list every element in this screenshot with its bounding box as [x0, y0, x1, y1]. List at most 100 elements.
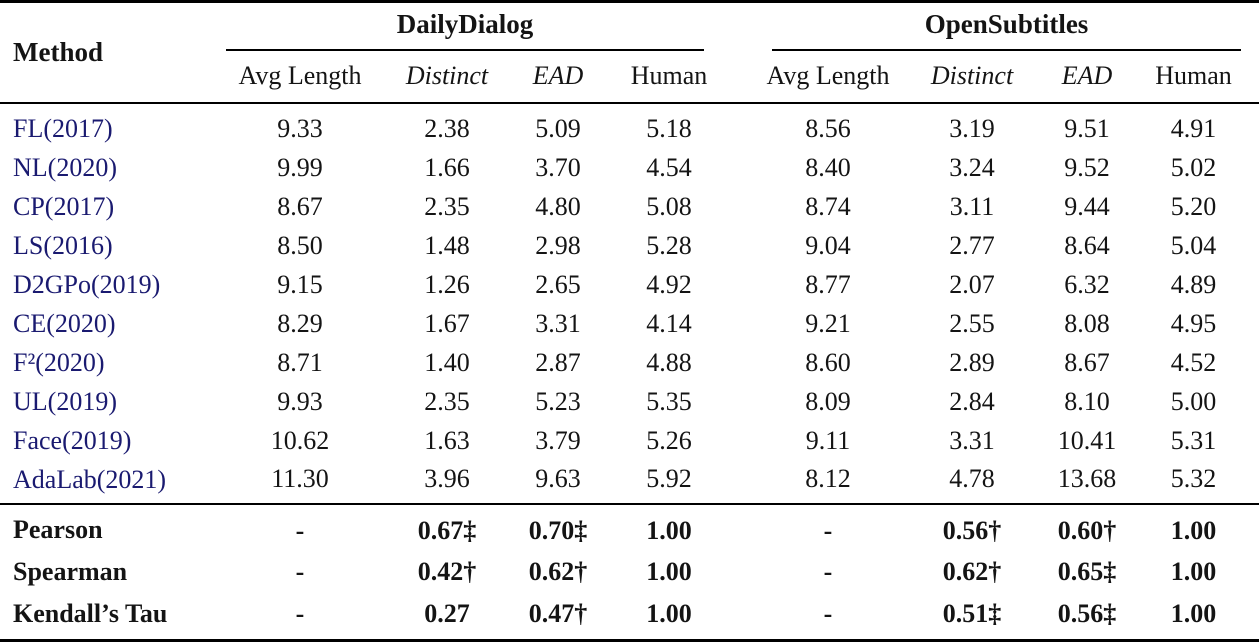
table-cell: 3.79 [535, 425, 581, 455]
table-row: NL(2020) 9.99 1.66 3.70 4.54 8.40 3.24 9.52 5.02 [0, 148, 1259, 187]
column-header-avg-length-dailydialog: Avg Length [238, 61, 362, 90]
table-cell: 3.24 [949, 152, 995, 182]
table-cell: 8.64 [1064, 230, 1110, 260]
table-cell: 4.80 [535, 191, 581, 221]
column-gap [734, 51, 758, 103]
table-cell: 1.67 [424, 308, 470, 338]
table-cell: 9.21 [805, 308, 851, 338]
method-link[interactable]: NL(2020) [13, 152, 117, 182]
column-gap [734, 504, 758, 551]
table-cell: 9.99 [277, 152, 323, 182]
table-cell: 5.18 [646, 114, 692, 143]
table-cell: 8.60 [805, 347, 851, 377]
table-cell: 1.00 [646, 598, 692, 628]
method-link[interactable]: FL(2017) [13, 113, 113, 143]
table-cell: 8.74 [805, 191, 851, 221]
method-link[interactable]: D2GPo(2019) [13, 269, 161, 299]
table-cell: 5.09 [535, 114, 581, 143]
method-link[interactable]: CP(2017) [13, 191, 115, 221]
table-cell: 4.91 [1170, 114, 1217, 143]
correlation-label: Kendall’s Tau [13, 599, 168, 628]
column-gap [734, 2, 758, 52]
table-cell: 2.38 [424, 114, 470, 143]
correlation-label: Spearman [13, 557, 128, 586]
column-gap [734, 103, 758, 148]
column-header-ead-opensubtitles: EAD [1061, 61, 1113, 90]
table-cell: 8.12 [805, 464, 851, 493]
table-cell: 0.47† [528, 598, 588, 628]
table-cell: 1.00 [1170, 598, 1217, 628]
column-gap [734, 343, 758, 382]
table-cell: 5.28 [646, 230, 692, 260]
method-link[interactable]: CE(2020) [13, 308, 116, 338]
method-link[interactable]: AdaLab(2021) [13, 464, 167, 494]
table-cell: 2.55 [949, 308, 995, 338]
table-cell: 1.00 [646, 557, 692, 586]
table-cell: 8.56 [805, 114, 851, 143]
table-cell: 5.20 [1170, 191, 1217, 221]
group-header-opensubtitles: OpenSubtitles [758, 2, 1259, 51]
table-cell: - [295, 515, 305, 545]
table-row: D2GPo(2019) 9.15 1.26 2.65 4.92 8.77 2.07 6.32 4… [0, 265, 1259, 304]
group-label-dailydialog: DailyDialog [396, 9, 534, 39]
method-link[interactable]: F²(2020) [13, 347, 105, 377]
method-link[interactable]: UL(2019) [13, 386, 117, 416]
table-cell: 0.51‡ [942, 598, 1002, 628]
table-cell: 8.40 [805, 152, 851, 182]
table-cell: 8.71 [277, 347, 323, 377]
table-cell: 0.62† [942, 557, 1002, 586]
table-header: Method DailyDialog OpenSubtitles Avg Len… [0, 2, 1259, 103]
correlation-rows-section: Pearson -0.67‡ 0.70‡ 1.00-0.56† 0.60† 1.00 Spe… [0, 504, 1259, 641]
table-cell: 8.08 [1064, 308, 1110, 338]
column-gap [734, 226, 758, 265]
table-cell: 0.56† [942, 515, 1002, 545]
table-row: LS(2016) 8.50 1.48 2.98 5.28 9.04 2.77 8.64 5.04 [0, 226, 1259, 265]
table-cell: 9.11 [805, 425, 851, 455]
table-cell: 0.65‡ [1057, 557, 1117, 586]
group-header-dailydialog: DailyDialog [218, 2, 734, 51]
table-cell: 8.67 [277, 191, 323, 221]
column-header-distinct-opensubtitles: Distinct [930, 61, 1014, 90]
column-gap [734, 460, 758, 504]
method-link[interactable]: Face(2019) [13, 425, 132, 455]
table-row: CP(2017) 8.67 2.35 4.80 5.08 8.74 3.11 9.44 5.20 [0, 187, 1259, 226]
table-cell: 2.07 [949, 269, 995, 299]
table-cell: 3.19 [949, 114, 995, 143]
table-cell: - [295, 557, 305, 586]
table-row: CE(2020) 8.29 1.67 3.31 4.14 9.21 2.55 8.08 4.95 [0, 304, 1259, 343]
table-cell: 3.96 [424, 464, 470, 493]
subcolumn-header-row: Avg Length Distinct EAD Human Avg Length… [0, 51, 1259, 103]
table-cell: - [823, 557, 833, 586]
opensubtitles-group-rule: OpenSubtitles [772, 3, 1242, 51]
table-cell: 2.84 [949, 386, 995, 416]
table-cell: 0.67‡ [417, 515, 477, 545]
column-gap [734, 421, 758, 460]
table-cell: 1.63 [424, 425, 470, 455]
table-cell: 9.04 [805, 230, 851, 260]
column-gap [734, 593, 758, 641]
correlation-label: Pearson [13, 515, 103, 544]
table-cell: 6.32 [1064, 269, 1110, 299]
table-cell: 9.52 [1064, 152, 1110, 182]
table-cell: 4.92 [646, 269, 692, 299]
table-cell: 8.77 [805, 269, 851, 299]
table-cell: 8.67 [1064, 347, 1110, 377]
table-cell: 5.92 [646, 464, 692, 493]
table-cell: 2.87 [535, 347, 581, 377]
table-cell: 9.15 [277, 269, 323, 299]
column-header-human-dailydialog: Human [630, 61, 708, 90]
table-cell: 0.42† [417, 557, 477, 586]
table-cell: 1.00 [1170, 515, 1217, 545]
method-link[interactable]: LS(2016) [13, 230, 113, 260]
table-cell: 8.50 [277, 230, 323, 260]
group-header-row: Method DailyDialog OpenSubtitles [0, 2, 1259, 67]
correlation-row: Pearson - 0.67‡ 0.70‡ 1.00 - 0.56† 0.60† 1.00 [0, 504, 1259, 551]
table-cell: 10.62 [270, 425, 330, 455]
table-cell: 0.60† [1057, 515, 1117, 545]
table-cell: 5.23 [535, 386, 581, 416]
table-cell: 2.98 [535, 230, 581, 260]
correlation-row: Kendall’s Tau - 0.27 0.47† 1.00 - 0.51‡ 0.56‡ 1.… [0, 593, 1259, 641]
table-cell: - [823, 598, 833, 628]
table-cell: 2.65 [535, 269, 581, 299]
table-cell: 2.35 [424, 191, 470, 221]
